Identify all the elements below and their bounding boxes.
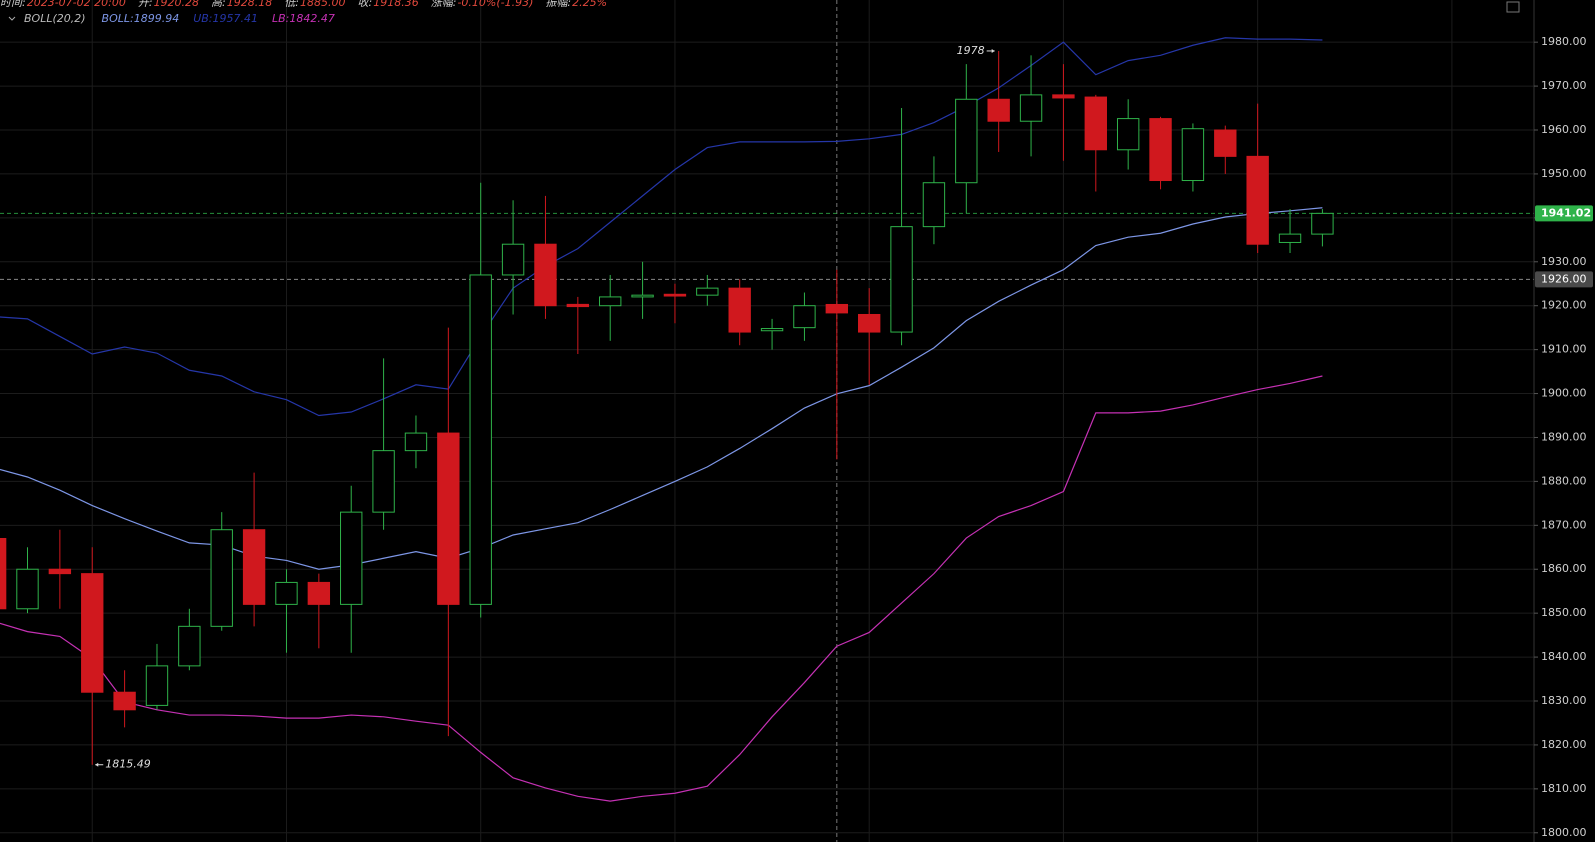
y-tick-label: 1900.00 <box>1541 387 1587 400</box>
header-label: 振幅: <box>545 0 571 9</box>
y-tick-label: 1800.00 <box>1541 826 1587 839</box>
candle-body <box>1116 118 1140 151</box>
y-tick-label: 1870.00 <box>1541 518 1587 531</box>
header-value: 2023-07-02 20:00 <box>27 0 126 9</box>
candle-body <box>793 305 816 329</box>
candle-body <box>955 98 978 184</box>
candle-body <box>1149 118 1172 182</box>
header-label: 涨幅: <box>431 0 457 9</box>
y-tick-label: 1860.00 <box>1541 562 1587 575</box>
legend-entry: LB:1842.47 <box>272 12 335 25</box>
y-tick-label: 1890.00 <box>1541 430 1587 443</box>
y-tick-label: 1810.00 <box>1541 782 1587 795</box>
header-label: 开: <box>138 0 153 9</box>
y-tick-label: 1960.00 <box>1541 123 1587 136</box>
boll-line <box>0 375 1323 802</box>
y-tick-label: 1920.00 <box>1541 299 1587 312</box>
legend-entry: UB:1957.41 <box>193 12 258 25</box>
header: 时间: 2023-07-02 20:00 开: 1920.28 高: 1928.18 低: 1… <box>0 0 607 25</box>
icon[interactable] <box>1506 1 1520 13</box>
y-tick-label: 1930.00 <box>1541 255 1587 268</box>
candle-body <box>145 665 169 706</box>
header-value: 1885.00 <box>300 0 346 9</box>
indicator-name: BOLL(20,2) <box>24 12 86 25</box>
candle-body <box>922 182 946 228</box>
collapse-icon <box>8 16 16 21</box>
last-price-tag <box>1535 205 1593 222</box>
candle-body <box>1246 155 1269 245</box>
candle-body <box>404 432 428 452</box>
candle-body <box>501 243 525 276</box>
low-label: 1815.49 <box>105 758 150 771</box>
plot: 1978 1815.49 <box>0 0 1534 842</box>
header-label: 低: <box>284 0 299 9</box>
header-label: 时间: <box>0 0 26 9</box>
candle-body <box>1052 94 1075 99</box>
price-axis: 1800.00 1810.00 1820.00 1830.00 1840.00 1850.… <box>1534 35 1593 839</box>
crosshair-label: 1926.00 <box>1541 272 1587 285</box>
candle-body <box>81 573 104 693</box>
candle-body <box>760 328 784 332</box>
candle-body <box>340 511 363 605</box>
header-label: 高: <box>211 0 226 9</box>
candle-body <box>1214 129 1237 157</box>
candle-body <box>275 581 298 605</box>
candle-body <box>242 529 266 605</box>
candle-body <box>566 303 590 308</box>
arrow-head <box>95 762 99 767</box>
candle-body <box>1311 212 1334 235</box>
candle-body <box>728 287 751 333</box>
header-value: -0.10%(-1.93) <box>457 0 533 9</box>
candle-body <box>631 294 654 298</box>
header-value: 1918.36 <box>373 0 419 9</box>
header-value: 1928.18 <box>227 0 273 9</box>
candle-body <box>48 568 72 575</box>
candle-body <box>663 293 687 297</box>
candle-body <box>1181 128 1205 182</box>
arrow-head <box>991 48 995 53</box>
y-tick-label: 1840.00 <box>1541 650 1587 663</box>
legend-entry: BOLL:1899.94 <box>102 12 180 25</box>
candle-body <box>696 287 719 296</box>
candle-body <box>1278 233 1302 243</box>
header-value: 2.25% <box>572 0 607 9</box>
y-tick-label: 1820.00 <box>1541 738 1587 751</box>
candle-body <box>1019 94 1043 122</box>
crosshair-tag <box>1535 271 1593 288</box>
candle-body <box>987 98 1010 122</box>
y-tick-label: 1910.00 <box>1541 343 1587 356</box>
candle-body <box>534 243 557 307</box>
candle-body <box>307 581 331 605</box>
candle-body <box>0 537 7 610</box>
y-tick-label: 1980.00 <box>1541 35 1587 48</box>
grid <box>0 0 1534 842</box>
header-label: 收: <box>358 0 373 9</box>
y-tick-label: 1970.00 <box>1541 79 1587 92</box>
candle-body <box>178 625 201 667</box>
high-label: 1978 <box>957 44 985 57</box>
candle-body <box>113 691 136 711</box>
y-tick-label: 1830.00 <box>1541 694 1587 707</box>
candle-body <box>599 296 622 307</box>
candle-body <box>825 303 849 314</box>
candle-body <box>210 529 233 627</box>
y-tick-label: 1880.00 <box>1541 474 1587 487</box>
candle-body <box>1084 96 1107 151</box>
y-tick-label: 1850.00 <box>1541 606 1587 619</box>
candle-body <box>857 313 881 333</box>
candle-body <box>16 568 39 610</box>
candle-body <box>372 450 395 513</box>
last-price-label: 1941.02 <box>1541 206 1591 219</box>
header-value: 1920.28 <box>154 0 200 9</box>
boll-line <box>0 37 1323 417</box>
candle-body <box>469 274 492 605</box>
y-tick-label: 1950.00 <box>1541 167 1587 180</box>
candle-body <box>437 432 460 605</box>
candle-body <box>890 226 913 333</box>
